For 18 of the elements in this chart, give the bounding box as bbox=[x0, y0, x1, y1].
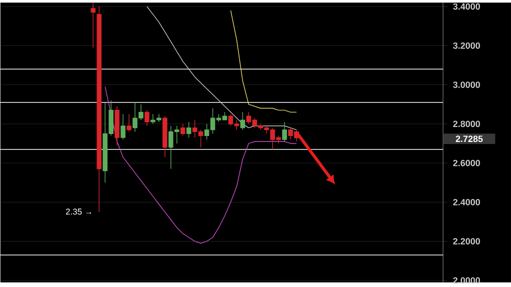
y-tick-label: 3.2000 bbox=[453, 42, 480, 49]
annotation: 2.35 → bbox=[66, 208, 92, 215]
candlestick bbox=[144, 110, 150, 126]
y-tick-label: 3.4000 bbox=[453, 3, 480, 10]
candlestick bbox=[240, 112, 246, 130]
y-tick-label: 2.4000 bbox=[453, 199, 480, 206]
candlestick bbox=[186, 122, 192, 138]
candlestick bbox=[282, 122, 287, 142]
y-tick-label: 2.8000 bbox=[453, 120, 480, 128]
y-tick-label: 3.0000 bbox=[453, 82, 480, 88]
text: 2.7285 bbox=[456, 136, 483, 142]
candlestick bbox=[126, 114, 132, 132]
y-tick-label: 2.2000 bbox=[453, 238, 480, 245]
y-tick-label: 2.6000 bbox=[453, 160, 480, 166]
y-tick-label: 2.0000 bbox=[453, 277, 480, 284]
candlestick bbox=[90, 2, 96, 48]
candlestick bbox=[120, 114, 126, 140]
candlestick bbox=[180, 124, 186, 136]
